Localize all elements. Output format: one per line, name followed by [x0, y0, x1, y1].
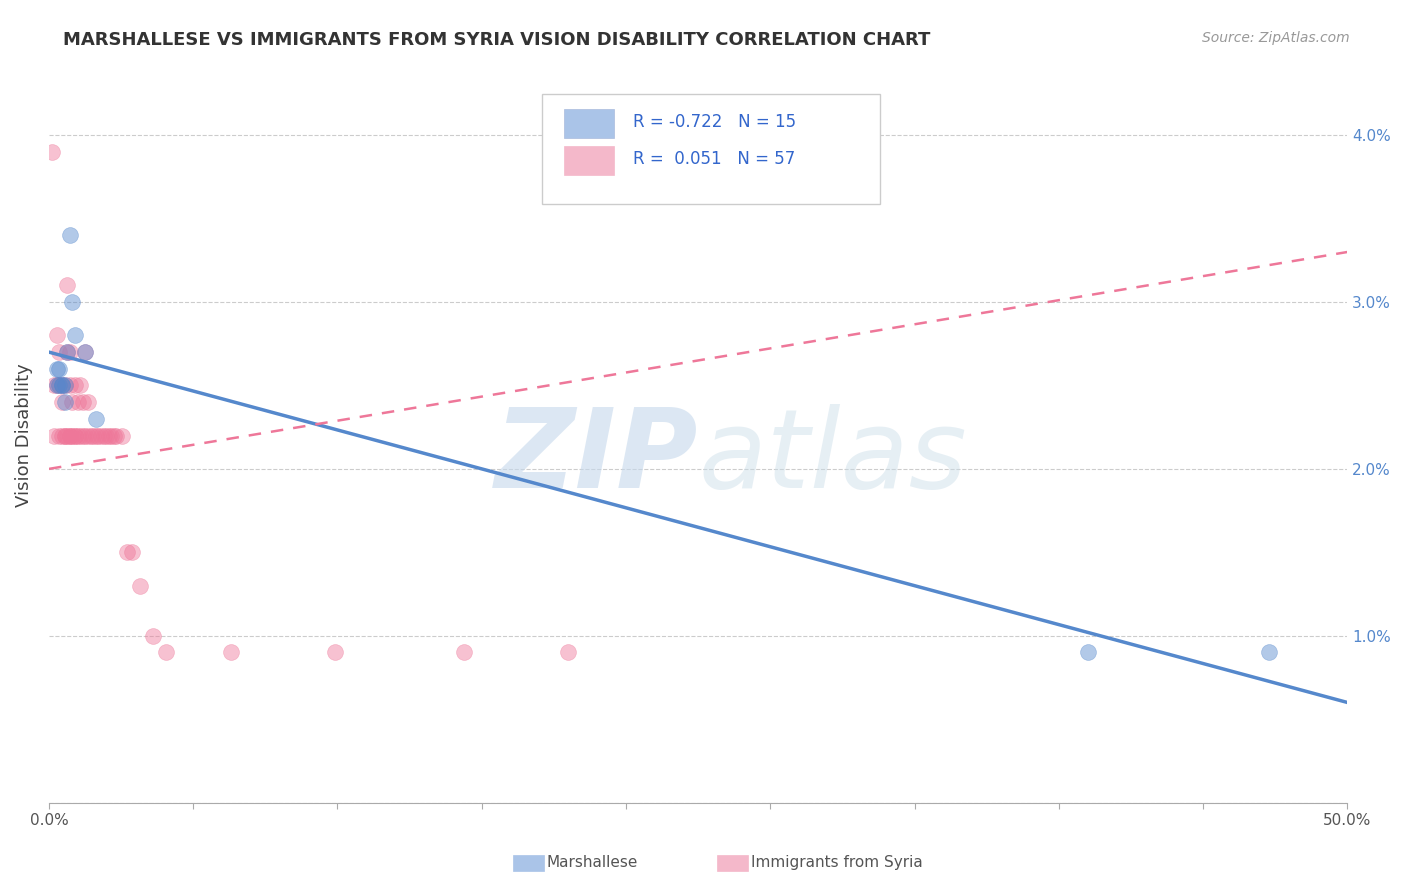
Point	[155, 645, 177, 659]
Point	[56, 345, 79, 359]
Point	[51, 378, 73, 392]
Point	[45, 328, 67, 343]
Point	[87, 428, 110, 442]
Point	[115, 545, 138, 559]
Point	[84, 428, 107, 442]
Point	[53, 395, 76, 409]
Point	[93, 428, 115, 442]
FancyBboxPatch shape	[564, 145, 614, 175]
Point	[1077, 645, 1099, 659]
Point	[59, 228, 82, 243]
Point	[79, 428, 101, 442]
Point	[84, 412, 107, 426]
Y-axis label: Vision Disability: Vision Disability	[15, 364, 32, 508]
Text: Immigrants from Syria: Immigrants from Syria	[751, 855, 922, 870]
Point	[51, 378, 73, 392]
Point	[75, 428, 97, 442]
Point	[142, 629, 165, 643]
Point	[111, 428, 134, 442]
Point	[53, 428, 76, 442]
Point	[69, 428, 91, 442]
Text: MARSHALLESE VS IMMIGRANTS FROM SYRIA VISION DISABILITY CORRELATION CHART: MARSHALLESE VS IMMIGRANTS FROM SYRIA VIS…	[63, 31, 931, 49]
Point	[63, 428, 86, 442]
Point	[45, 378, 67, 392]
Point	[59, 428, 82, 442]
Point	[557, 645, 579, 659]
Point	[44, 428, 66, 442]
Point	[63, 378, 86, 392]
FancyBboxPatch shape	[564, 109, 614, 138]
Point	[51, 378, 73, 392]
Text: R = -0.722   N = 15: R = -0.722 N = 15	[633, 113, 796, 131]
Point	[45, 378, 67, 392]
Point	[66, 428, 89, 442]
Point	[63, 328, 86, 343]
Point	[66, 395, 89, 409]
Text: ZIP: ZIP	[495, 404, 699, 511]
Text: Source: ZipAtlas.com: Source: ZipAtlas.com	[1202, 31, 1350, 45]
Point	[77, 395, 100, 409]
Text: Marshallese: Marshallese	[547, 855, 638, 870]
Point	[53, 378, 76, 392]
FancyBboxPatch shape	[543, 95, 880, 204]
Point	[103, 428, 125, 442]
Point	[128, 579, 150, 593]
Point	[121, 545, 143, 559]
Point	[453, 645, 475, 659]
Point	[105, 428, 128, 442]
Point	[72, 395, 94, 409]
Point	[94, 428, 117, 442]
Point	[82, 428, 104, 442]
Point	[60, 295, 83, 310]
Point	[56, 428, 79, 442]
Point	[69, 378, 91, 392]
Point	[323, 645, 346, 659]
Point	[56, 345, 79, 359]
Point	[45, 361, 67, 376]
Point	[48, 378, 70, 392]
Point	[48, 378, 70, 392]
Point	[75, 345, 97, 359]
Point	[48, 361, 70, 376]
Point	[59, 378, 82, 392]
Point	[41, 145, 63, 159]
Point	[51, 395, 73, 409]
Point	[60, 428, 83, 442]
Point	[97, 428, 120, 442]
Point	[60, 395, 83, 409]
Point	[44, 378, 66, 392]
Point	[53, 428, 76, 442]
Point	[59, 345, 82, 359]
Point	[53, 378, 76, 392]
Point	[59, 428, 82, 442]
Point	[90, 428, 112, 442]
Point	[219, 645, 242, 659]
Point	[51, 428, 73, 442]
Point	[48, 428, 70, 442]
Point	[48, 345, 70, 359]
Point	[75, 345, 97, 359]
Point	[100, 428, 122, 442]
Point	[1258, 645, 1281, 659]
Point	[77, 428, 100, 442]
Text: R =  0.051   N = 57: R = 0.051 N = 57	[633, 150, 796, 168]
Point	[63, 428, 86, 442]
Text: atlas: atlas	[699, 404, 967, 511]
Point	[72, 428, 94, 442]
Point	[56, 278, 79, 293]
